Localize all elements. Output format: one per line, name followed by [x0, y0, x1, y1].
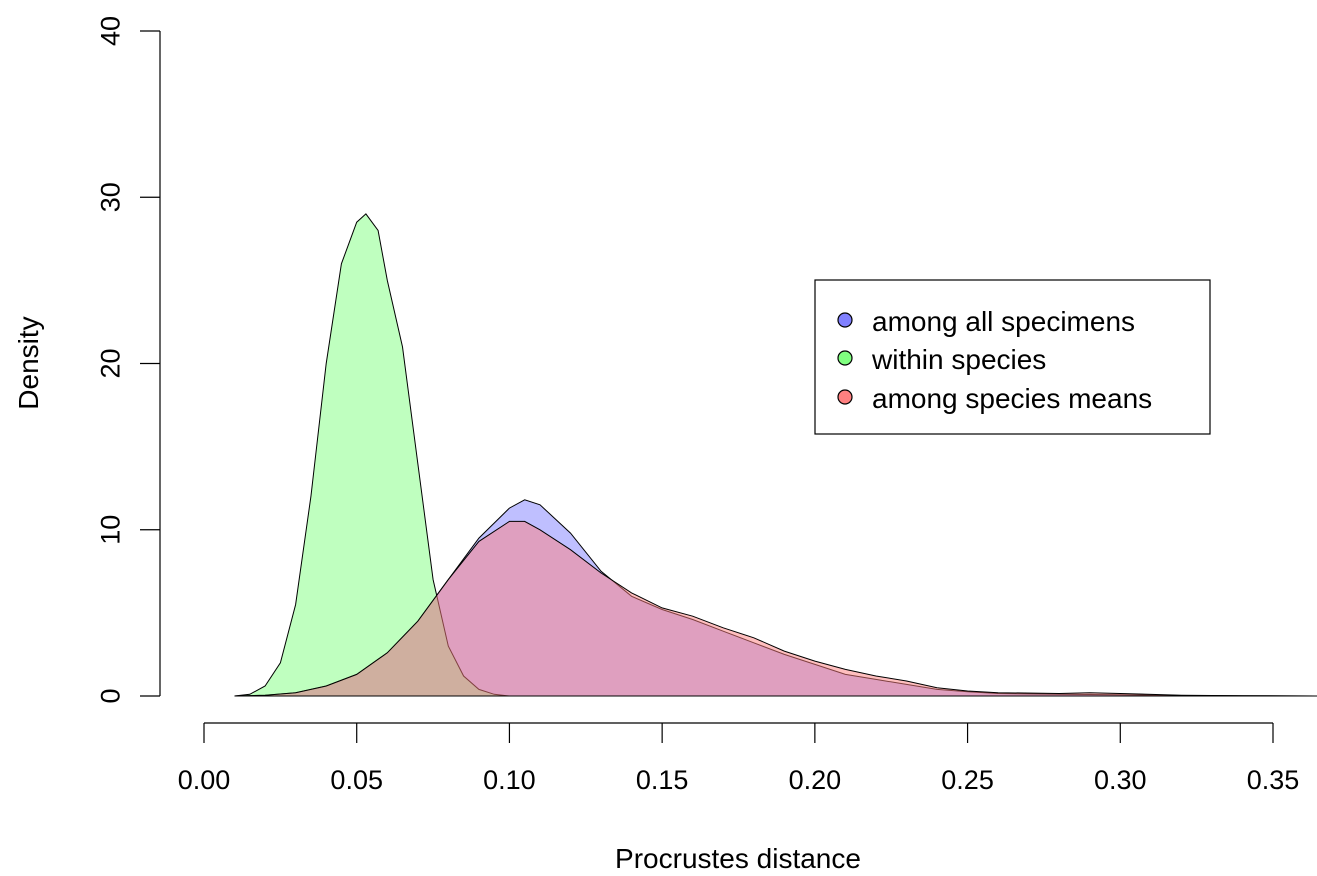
density-areas [234, 213, 1317, 697]
legend-marker-among-all-specimens [837, 312, 853, 328]
legend-entry-within-species: within species [837, 344, 1046, 375]
legend-label-among-all-specimens: among all specimens [872, 306, 1135, 337]
legend-entry-among-all-specimens: among all specimens [837, 306, 1135, 337]
legend: among all specimens within species among… [814, 279, 1211, 435]
density-area-among-species-means [234, 520, 1317, 697]
legend-marker-among-species-means [837, 389, 853, 405]
y-tick-label: 0 [95, 688, 125, 703]
x-tick-label: 0.20 [789, 765, 842, 795]
x-tick-label: 0.00 [178, 765, 231, 795]
y-axis: 0 10 20 30 40 [95, 16, 161, 704]
legend-marker-within-species [837, 350, 853, 366]
x-tick-label: 0.25 [941, 765, 994, 795]
legend-entry-among-species-means: among species means [837, 383, 1152, 414]
y-tick-label: 40 [95, 16, 125, 46]
x-tick-label: 0.05 [330, 765, 383, 795]
x-axis-title: Procrustes distance [615, 843, 861, 874]
y-axis-title: Density [13, 316, 44, 409]
y-tick-label: 10 [95, 515, 125, 545]
legend-box [814, 279, 1211, 435]
x-tick-label: 0.30 [1094, 765, 1147, 795]
x-tick-label: 0.15 [636, 765, 689, 795]
y-tick-label: 30 [95, 182, 125, 212]
x-axis: 0.00 0.05 0.10 0.15 0.20 0.25 0.30 0.35 [178, 722, 1300, 795]
x-tick-label: 0.10 [483, 765, 536, 795]
legend-label-among-species-means: among species means [872, 383, 1152, 414]
x-tick-label: 0.35 [1247, 765, 1300, 795]
y-tick-label: 20 [95, 348, 125, 378]
legend-label-within-species: within species [871, 344, 1046, 375]
